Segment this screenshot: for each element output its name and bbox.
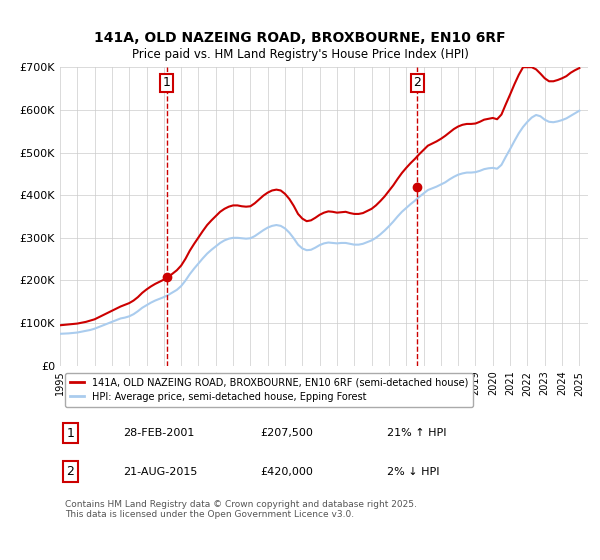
Text: 2: 2 — [413, 76, 421, 89]
Text: £420,000: £420,000 — [260, 466, 314, 477]
Text: 28-FEB-2001: 28-FEB-2001 — [124, 428, 195, 438]
Text: Price paid vs. HM Land Registry's House Price Index (HPI): Price paid vs. HM Land Registry's House … — [131, 48, 469, 60]
Text: 2: 2 — [67, 465, 74, 478]
Text: 1: 1 — [163, 76, 170, 89]
Text: 21% ↑ HPI: 21% ↑ HPI — [388, 428, 447, 438]
Text: 2% ↓ HPI: 2% ↓ HPI — [388, 466, 440, 477]
Text: Contains HM Land Registry data © Crown copyright and database right 2025.
This d: Contains HM Land Registry data © Crown c… — [65, 500, 417, 519]
Text: 141A, OLD NAZEING ROAD, BROXBOURNE, EN10 6RF: 141A, OLD NAZEING ROAD, BROXBOURNE, EN10… — [94, 31, 506, 45]
Legend: 141A, OLD NAZEING ROAD, BROXBOURNE, EN10 6RF (semi-detached house), HPI: Average: 141A, OLD NAZEING ROAD, BROXBOURNE, EN10… — [65, 373, 473, 407]
Text: £207,500: £207,500 — [260, 428, 314, 438]
Text: 21-AUG-2015: 21-AUG-2015 — [124, 466, 198, 477]
Text: 1: 1 — [67, 427, 74, 440]
